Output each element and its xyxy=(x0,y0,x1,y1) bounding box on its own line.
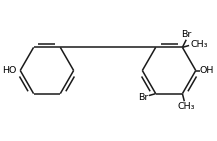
Text: Br: Br xyxy=(181,30,191,39)
Text: CH₃: CH₃ xyxy=(178,102,195,111)
Text: Br: Br xyxy=(138,93,148,102)
Text: CH₃: CH₃ xyxy=(190,40,207,49)
Text: OH: OH xyxy=(200,66,214,75)
Text: HO: HO xyxy=(2,66,16,75)
